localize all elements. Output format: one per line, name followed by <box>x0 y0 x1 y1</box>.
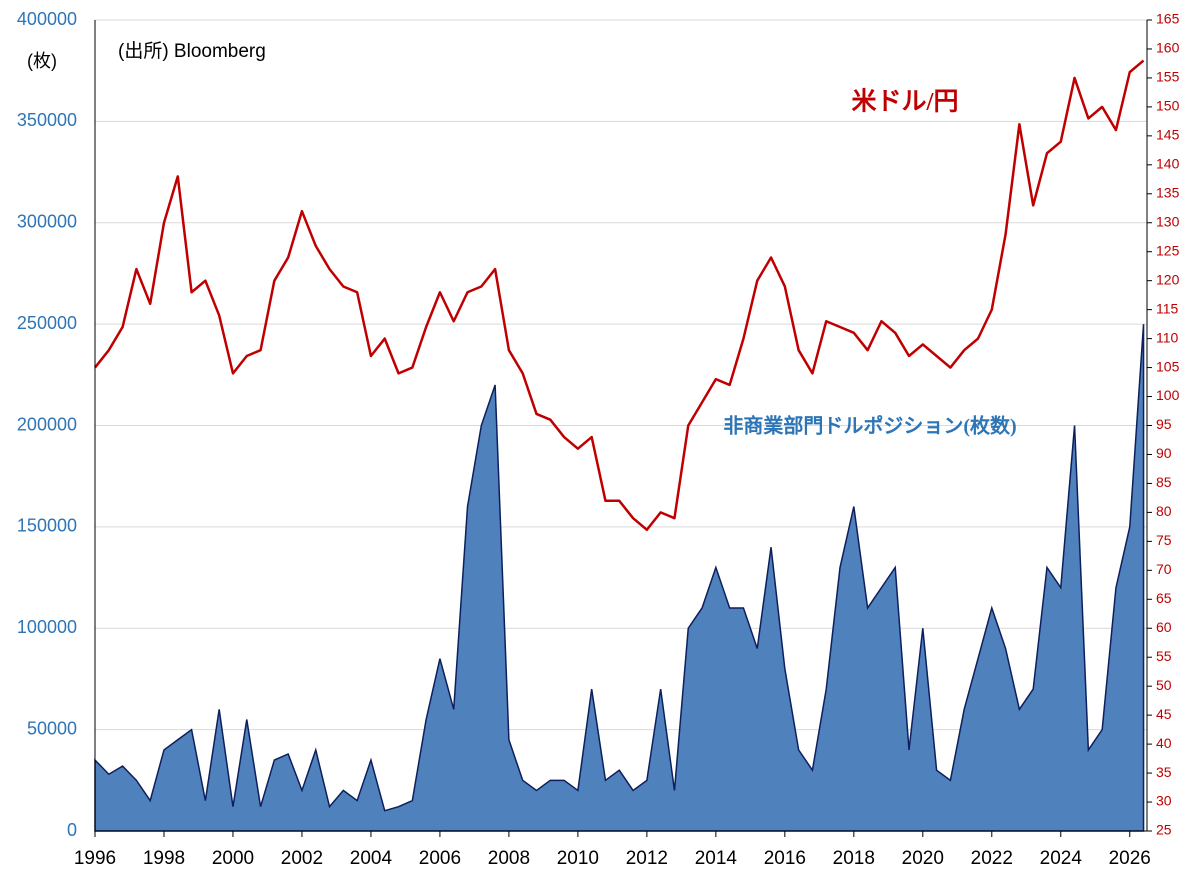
line-label: 米ドル/円 <box>852 88 959 116</box>
x-tick-label: 2020 <box>902 848 944 869</box>
y-tick-label: 300000 <box>17 212 77 232</box>
y2-tick-label: 105 <box>1156 358 1180 374</box>
y2-tick-label: 165 <box>1156 11 1180 27</box>
x-tick-label: 2018 <box>833 848 875 869</box>
source-note: (出所) Bloomberg <box>118 40 266 62</box>
y2-tick-label: 45 <box>1156 706 1172 722</box>
y2-tick-label: 100 <box>1156 387 1180 403</box>
x-tick-label: 2010 <box>557 848 599 869</box>
y-tick-label: 100000 <box>17 617 77 637</box>
y2-tick-label: 145 <box>1156 127 1180 143</box>
x-tick-label: 2016 <box>764 848 806 869</box>
y2-tick-label: 50 <box>1156 677 1172 693</box>
x-tick-label: 2004 <box>350 848 393 869</box>
area-label: 非商業部門ドルポジション(枚数) <box>723 414 1016 438</box>
y2-tick-label: 110 <box>1156 329 1179 345</box>
y2-tick-label: 115 <box>1156 300 1179 316</box>
x-tick-label: 2024 <box>1040 848 1083 869</box>
y2-tick-label: 75 <box>1156 532 1172 548</box>
y2-tick-label: 120 <box>1156 271 1180 287</box>
x-tick-label: 2000 <box>212 848 254 869</box>
x-tick-label: 2014 <box>695 848 738 869</box>
y2-tick-label: 90 <box>1156 445 1172 461</box>
x-tick-label: 2002 <box>281 848 323 869</box>
y2-tick-label: 55 <box>1156 648 1172 664</box>
y-tick-label: 50000 <box>27 718 77 738</box>
y-tick-label: 250000 <box>17 313 77 333</box>
x-tick-label: 1998 <box>143 848 185 869</box>
y2-tick-label: 35 <box>1156 764 1172 780</box>
y-tick-label: 0 <box>67 820 77 840</box>
y2-tick-label: 25 <box>1156 822 1172 838</box>
x-tick-label: 2008 <box>488 848 530 869</box>
y2-tick-label: 160 <box>1156 40 1180 56</box>
y-tick-label: 200000 <box>17 414 77 434</box>
y2-tick-label: 40 <box>1156 735 1172 751</box>
axes: 0 50000 100000 150000 200000 250000 300000 3500… <box>17 9 1180 869</box>
y2-tick-label: 140 <box>1156 156 1180 172</box>
area <box>94 324 1145 832</box>
y2-tick-label: 30 <box>1156 793 1172 809</box>
y2-tick-label: 65 <box>1156 590 1172 606</box>
unit-label: (枚) <box>27 51 57 71</box>
x-tick-label: 2026 <box>1109 848 1151 869</box>
y-tick-label: 350000 <box>17 110 77 130</box>
y-tick-label: 400000 <box>17 9 77 29</box>
y2-tick-label: 95 <box>1156 416 1172 432</box>
y2-tick-label: 60 <box>1156 619 1172 635</box>
y2-tick-label: 155 <box>1156 69 1180 85</box>
x-tick-label: 2012 <box>626 848 668 869</box>
x-tick-label: 1996 <box>74 848 116 869</box>
y2-tick-label: 150 <box>1156 98 1180 114</box>
y2-tick-label: 70 <box>1156 561 1172 577</box>
line <box>94 59 1145 532</box>
y2-tick-label: 80 <box>1156 503 1172 519</box>
y2-tick-label: 125 <box>1156 242 1180 258</box>
y2-tick-label: 130 <box>1156 213 1180 229</box>
y2-tick-label: 135 <box>1156 184 1180 200</box>
x-tick-label: 2006 <box>419 848 461 869</box>
marks <box>94 59 1145 832</box>
y2-tick-label: 85 <box>1156 474 1172 490</box>
y-tick-label: 150000 <box>17 516 77 536</box>
x-tick-label: 2022 <box>971 848 1013 869</box>
